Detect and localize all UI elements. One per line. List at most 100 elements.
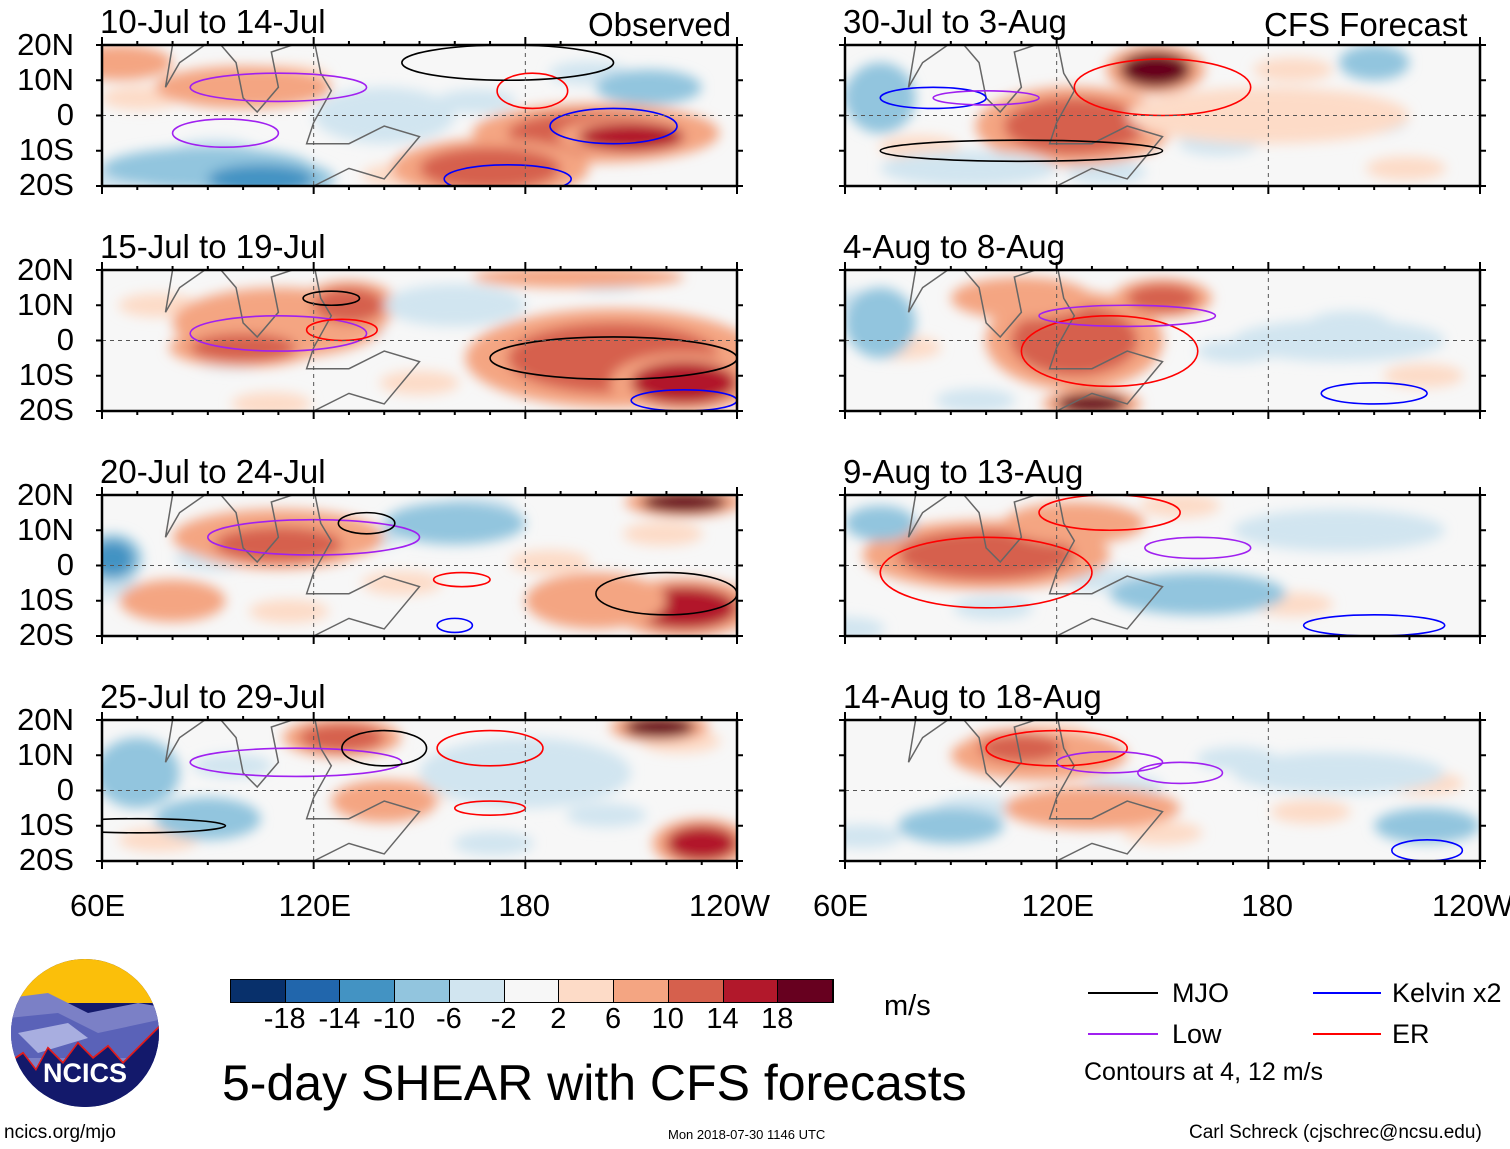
contour-line — [1020, 315, 1199, 388]
colorbar — [230, 979, 834, 1003]
lon-tick-label: 120W — [689, 888, 770, 923]
contour-line — [879, 536, 1093, 609]
colorbar-swatch — [285, 980, 341, 1002]
shading-patch — [1365, 156, 1446, 181]
lat-tick-label: 20N — [17, 27, 74, 62]
colorbar-tick-label: 18 — [761, 1003, 794, 1035]
lat-tick-label: 10N — [17, 737, 74, 772]
shading-blob — [897, 808, 1004, 844]
contour-line — [171, 118, 280, 149]
shading-blob — [1003, 502, 1145, 545]
colorbar-swatch — [340, 980, 396, 1002]
lon-tick-label: 180 — [498, 888, 551, 923]
shading-patch — [118, 293, 199, 318]
contour-line — [549, 107, 678, 145]
contour-line — [1137, 761, 1224, 785]
shading-blob — [1374, 808, 1480, 844]
lat-tick-label: 20N — [17, 252, 74, 287]
colorbar-swatch — [668, 980, 724, 1002]
shading-blob — [525, 572, 667, 629]
contour-line — [1073, 58, 1252, 117]
map-panel — [96, 262, 743, 419]
contour-line — [189, 747, 403, 778]
colorbar-tick-label: -14 — [318, 1003, 361, 1035]
panel-title: 20-Jul to 24-Jul — [100, 453, 326, 490]
shading-blob — [102, 45, 173, 81]
footer-timestamp: Mon 2018-07-30 1146 UTC — [668, 1127, 826, 1142]
shading-blob — [1003, 786, 1181, 830]
shading-patch — [1253, 57, 1334, 82]
contour-line — [879, 139, 1164, 163]
lat-tick-label: 0 — [56, 772, 74, 807]
contour-line — [879, 86, 987, 110]
legend-line-er — [1313, 1033, 1381, 1035]
shading-blob — [631, 361, 737, 404]
contour-line — [341, 729, 428, 767]
colorbar-tick-label: -6 — [436, 1003, 462, 1035]
shading-blob — [207, 164, 314, 186]
map-panel — [96, 487, 743, 644]
map-panel — [839, 712, 1486, 869]
lat-tick-label: 20S — [18, 167, 74, 202]
lat-tick-label: 10S — [18, 582, 74, 617]
shading-patch — [192, 753, 273, 778]
contour-line — [1320, 381, 1428, 405]
contour-line — [401, 45, 615, 82]
contour-line — [436, 729, 544, 767]
shading-patch — [231, 391, 312, 411]
shading-blob — [624, 720, 695, 738]
shading-blob — [102, 737, 180, 809]
contour-line — [337, 511, 396, 535]
lat-tick-label: 20N — [17, 702, 74, 737]
lat-tick-label: 0 — [56, 547, 74, 582]
panel-title: 14-Aug to 18-Aug — [843, 678, 1102, 715]
legend-low: Low — [1172, 1019, 1222, 1049]
shading-blob — [154, 66, 332, 109]
shading-blob — [214, 526, 342, 562]
shading-blob — [102, 540, 134, 577]
colorbar-swatch — [559, 980, 615, 1002]
shading-patch — [845, 824, 903, 849]
lon-tick-label: 60E — [70, 888, 126, 923]
figure-title: 5-day SHEAR with CFS forecasts — [222, 1055, 967, 1111]
ncics-logo: NCICS — [11, 959, 159, 1107]
contour-line — [436, 617, 474, 634]
shading-blob — [1233, 319, 1445, 362]
shading-blob — [880, 150, 1057, 186]
panel-title: 10-Jul to 14-Jul — [100, 3, 326, 40]
contour-line — [1038, 495, 1181, 532]
colorbar-tick-label: -2 — [490, 1003, 517, 1035]
contour-line — [496, 72, 569, 110]
shading-blob — [1338, 45, 1410, 81]
shading-blob — [666, 825, 737, 861]
shading-blob — [1003, 97, 1145, 155]
footer-url[interactable]: ncics.org/mjo — [4, 1122, 116, 1143]
shading-patch — [361, 571, 442, 596]
legend-kelvin: Kelvin x2 — [1392, 978, 1502, 1008]
shading-blob — [384, 284, 526, 327]
shading-patch — [379, 370, 460, 395]
shading-blob — [845, 287, 916, 359]
contour-line — [432, 571, 491, 588]
colorbar-swatch — [778, 980, 834, 1002]
contour-line — [1144, 536, 1252, 560]
lat-tick-label: 20S — [18, 842, 74, 877]
panel-title: 9-Aug to 13-Aug — [843, 453, 1084, 490]
shading-blob — [897, 530, 1075, 580]
lon-tick-label: 120W — [1432, 888, 1510, 923]
shading-patch — [845, 616, 885, 636]
shading-patch — [248, 599, 329, 624]
panel-title: 30-Jul to 3-Aug — [843, 3, 1067, 40]
shading-blob — [472, 270, 685, 288]
shading-blob — [313, 287, 385, 323]
observed-label: Observed — [588, 6, 732, 43]
contour-line — [302, 290, 361, 307]
contour-line — [102, 817, 227, 834]
legend-line-kelvin — [1313, 992, 1381, 994]
contour-line — [189, 315, 368, 352]
panel-title: 15-Jul to 19-Jul — [100, 228, 326, 265]
shading-blob — [1127, 87, 1410, 144]
forecast-label: CFS Forecast — [1264, 6, 1468, 43]
map-panel — [839, 37, 1486, 194]
